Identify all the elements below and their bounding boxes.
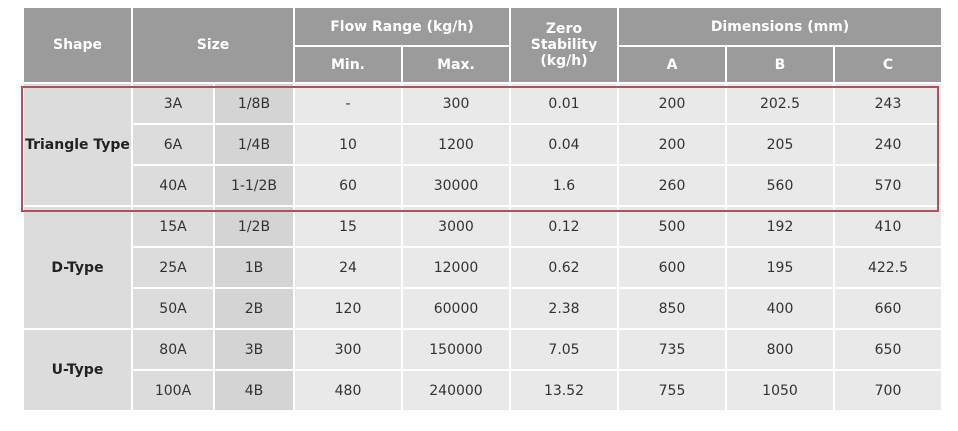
table-row: D-Type 15A 1/2B 15 3000 0.12 500 192 410	[24, 207, 941, 328]
dim-c-cell: 410	[835, 207, 941, 246]
size-col2-cell: 4B	[215, 371, 293, 410]
dim-a-cell: 260	[619, 166, 725, 205]
header-dim-b: B	[727, 47, 833, 82]
size-col2-cell: 1-1/2B	[215, 166, 293, 205]
dim-b-cell: 202.5	[727, 84, 833, 123]
dim-b-cell: 1050	[727, 371, 833, 410]
flow-min-cell: 300	[295, 330, 401, 369]
size-col1-cell: 6A	[133, 125, 213, 164]
zero-stability-cell: 0.12	[511, 207, 617, 246]
zero-stability-cell: 2.38	[511, 289, 617, 328]
flow-max-cell: 60000	[403, 289, 509, 328]
flow-min-cell: -	[295, 84, 401, 123]
dim-a-cell: 500	[619, 207, 725, 246]
flow-max-cell: 12000	[403, 248, 509, 287]
size-col1-cell: 40A	[133, 166, 213, 205]
flow-max-cell: 240000	[403, 371, 509, 410]
dim-c-cell: 700	[835, 371, 941, 410]
dim-c-cell: 243	[835, 84, 941, 123]
dim-b-cell: 400	[727, 289, 833, 328]
dim-b-cell: 560	[727, 166, 833, 205]
flow-max-cell: 1200	[403, 125, 509, 164]
dim-b-cell: 800	[727, 330, 833, 369]
table-row: 40A 1-1/2B 60 30000 1.6 260 560 570	[24, 166, 941, 205]
size-col2-cell: 1/4B	[215, 125, 293, 164]
spec-table: Shape Size Flow Range (kg/h) Zero Stabil…	[22, 6, 943, 412]
dim-a-cell: 200	[619, 125, 725, 164]
header-dimensions: Dimensions (mm)	[619, 8, 941, 45]
dim-b-cell: 195	[727, 248, 833, 287]
shape-cell: U-Type	[24, 330, 131, 410]
header-dim-c: C	[835, 47, 941, 82]
size-col1-cell: 80A	[133, 330, 213, 369]
dim-b-cell: 192	[727, 207, 833, 246]
header-flow-max: Max.	[403, 47, 509, 82]
dim-a-cell: 600	[619, 248, 725, 287]
dim-c-cell: 422.5	[835, 248, 941, 287]
size-col2-cell: 2B	[215, 289, 293, 328]
size-col2-cell: 1/8B	[215, 84, 293, 123]
flow-min-cell: 15	[295, 207, 401, 246]
flow-min-cell: 120	[295, 289, 401, 328]
zero-stability-cell: 0.04	[511, 125, 617, 164]
dim-c-cell: 570	[835, 166, 941, 205]
header-zero-stability: Zero Stability (kg/h)	[511, 8, 617, 82]
dim-a-cell: 735	[619, 330, 725, 369]
table-row: U-Type 80A 3B 300 150000 7.05 735 800 650	[24, 330, 941, 410]
flow-min-cell: 480	[295, 371, 401, 410]
flow-min-cell: 60	[295, 166, 401, 205]
zero-stability-cell: 0.62	[511, 248, 617, 287]
table-row: 6A 1/4B 10 1200 0.04 200 205 240	[24, 125, 941, 164]
size-col1-cell: 50A	[133, 289, 213, 328]
size-col2-cell: 1/2B	[215, 207, 293, 246]
table-row: Triangle Type 3A 1/8B -300 0.01 200 202.5 243	[24, 84, 941, 205]
zero-stability-cell: 0.01	[511, 84, 617, 123]
zero-stability-cell: 7.05	[511, 330, 617, 369]
flow-max-cell: 30000	[403, 166, 509, 205]
dim-c-cell: 650	[835, 330, 941, 369]
table-row: 25A 1B 24 12000 0.62 600 195 422.5	[24, 248, 941, 287]
dim-c-cell: 660	[835, 289, 941, 328]
header-dim-a: A	[619, 47, 725, 82]
table-row: 50A 2B 120 60000 2.38 850 400 660	[24, 289, 941, 328]
size-col2-cell: 3B	[215, 330, 293, 369]
table-row: 100A 4B 480 240000 13.52 755 1050 700	[24, 371, 941, 410]
dim-c-cell: 240	[835, 125, 941, 164]
size-col1-cell: 100A	[133, 371, 213, 410]
dim-a-cell: 755	[619, 371, 725, 410]
size-col1-cell: 15A	[133, 207, 213, 246]
flow-max-cell: 300	[403, 84, 509, 123]
dim-a-cell: 200	[619, 84, 725, 123]
size-col2-cell: 1B	[215, 248, 293, 287]
header-flow-range: Flow Range (kg/h)	[295, 8, 509, 45]
zero-stability-cell: 13.52	[511, 371, 617, 410]
header-flow-min: Min.	[295, 47, 401, 82]
flow-min-cell: 10	[295, 125, 401, 164]
dim-a-cell: 850	[619, 289, 725, 328]
flow-max-cell: 150000	[403, 330, 509, 369]
table-body: Triangle Type 3A 1/8B -300 0.01 200 202.5 243 6A…	[24, 84, 941, 410]
size-col1-cell: 3A	[133, 84, 213, 123]
flow-max-cell: 3000	[403, 207, 509, 246]
size-col1-cell: 25A	[133, 248, 213, 287]
zero-stability-cell: 1.6	[511, 166, 617, 205]
dim-b-cell: 205	[727, 125, 833, 164]
flow-min-cell: 24	[295, 248, 401, 287]
shape-cell: D-Type	[24, 207, 131, 328]
shape-cell: Triangle Type	[24, 84, 131, 205]
header-shape: Shape	[24, 8, 131, 82]
header-size: Size	[133, 8, 293, 82]
header-zero-stability-text: Zero Stability (kg/h)	[530, 21, 598, 69]
